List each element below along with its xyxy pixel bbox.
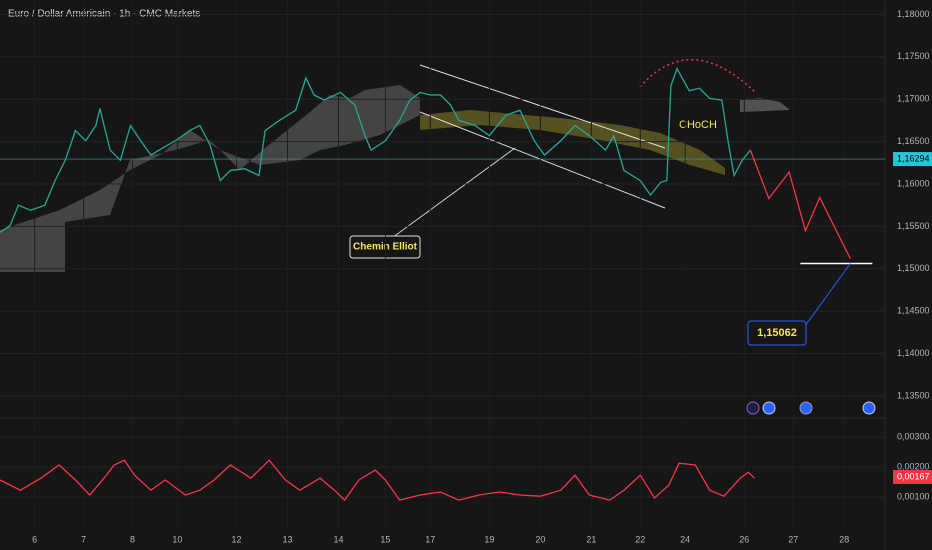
y-tick-label: 1,17000 [897, 94, 930, 104]
y-tick-label: 0,00200 [897, 461, 930, 471]
x-tick-label: 6 [32, 534, 37, 544]
y-tick-label: 1,15000 [897, 263, 930, 273]
x-tick-label: 15 [380, 534, 390, 544]
x-tick-label: 19 [484, 534, 494, 544]
price-tag-label: 1,16294 [897, 153, 930, 163]
target-label: 1,15062 [757, 327, 797, 339]
x-tick-label: 22 [635, 534, 645, 544]
x-tick-label: 7 [81, 534, 86, 544]
x-tick-label: 28 [839, 534, 849, 544]
x-tick-label: 14 [333, 534, 343, 544]
x-tick-label: 21 [586, 534, 596, 544]
x-tick-label: 8 [130, 534, 135, 544]
ichimoku-cloud [740, 98, 790, 112]
y-tick-label: 1,13500 [897, 390, 930, 400]
value-tag [893, 470, 932, 484]
ichimoku-cloud [0, 85, 420, 272]
y-tick-label: 1,14000 [897, 348, 930, 358]
channel-line [419, 111, 666, 209]
y-tick-label: 1,17500 [897, 51, 930, 61]
value-tag-label: 0,00167 [897, 471, 930, 481]
event-icon[interactable] [862, 401, 876, 415]
event-icon[interactable] [746, 401, 760, 415]
x-tick-label: 27 [788, 534, 798, 544]
x-tick-label: 26 [739, 534, 749, 544]
arc-arrow [639, 58, 756, 93]
price-line [0, 459, 755, 502]
target-pointer [799, 263, 851, 334]
channel-line [419, 64, 666, 149]
x-tick-label: 20 [535, 534, 545, 544]
y-tick-label: 1,14500 [897, 306, 930, 316]
price-tag [893, 152, 932, 167]
y-tick-label: 0,00300 [897, 431, 930, 441]
y-tick-label: 0,00100 [897, 491, 930, 501]
event-icon[interactable] [799, 401, 813, 415]
x-tick-label: 24 [680, 534, 690, 544]
y-tick-label: 1,16500 [897, 136, 930, 146]
x-tick-label: 12 [232, 534, 242, 544]
event-icon[interactable] [762, 401, 776, 415]
x-tick-label: 13 [283, 534, 293, 544]
x-tick-label: 10 [172, 534, 182, 544]
target-box [747, 320, 807, 346]
annotation-pointer [384, 147, 516, 244]
x-tick-label: 17 [425, 534, 435, 544]
annotation: CHoCH [679, 119, 717, 131]
price-line [0, 67, 751, 233]
y-tick-label: 1,18000 [897, 9, 930, 19]
y-tick-label: 1,16000 [897, 178, 930, 188]
y-tick-label: 1,15500 [897, 221, 930, 231]
price-line [749, 149, 851, 259]
